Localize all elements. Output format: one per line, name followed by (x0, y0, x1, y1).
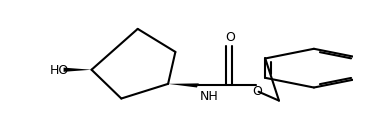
Text: NH: NH (200, 90, 218, 103)
Polygon shape (64, 68, 92, 72)
Text: HO: HO (50, 64, 69, 77)
Text: O: O (225, 31, 235, 44)
Polygon shape (168, 83, 199, 87)
Text: O: O (252, 85, 262, 98)
